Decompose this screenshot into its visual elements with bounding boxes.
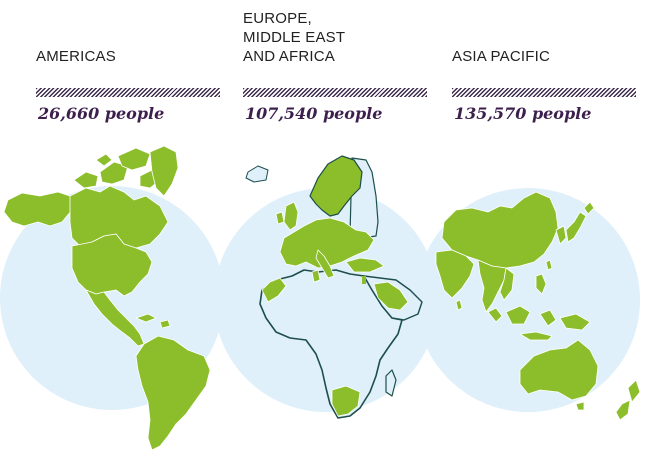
emea-landmass (245, 155, 423, 419)
people-count-asia-pacific: 135,570 people (454, 104, 592, 123)
asia-pacific-landmass (435, 191, 641, 421)
region-title-emea: EUROPE, MIDDLE EAST AND AFRICA (243, 10, 346, 65)
region-title-asia-pacific: ASIA PACIFIC (452, 48, 550, 65)
americas-landmass (3, 145, 211, 451)
hatch-divider (36, 88, 220, 97)
hatch-divider (452, 88, 636, 97)
region-title-americas: AMERICAS (36, 48, 116, 65)
people-count-emea: 107,540 people (245, 104, 383, 123)
people-count-americas: 26,660 people (38, 104, 165, 123)
hatch-divider (243, 88, 427, 97)
